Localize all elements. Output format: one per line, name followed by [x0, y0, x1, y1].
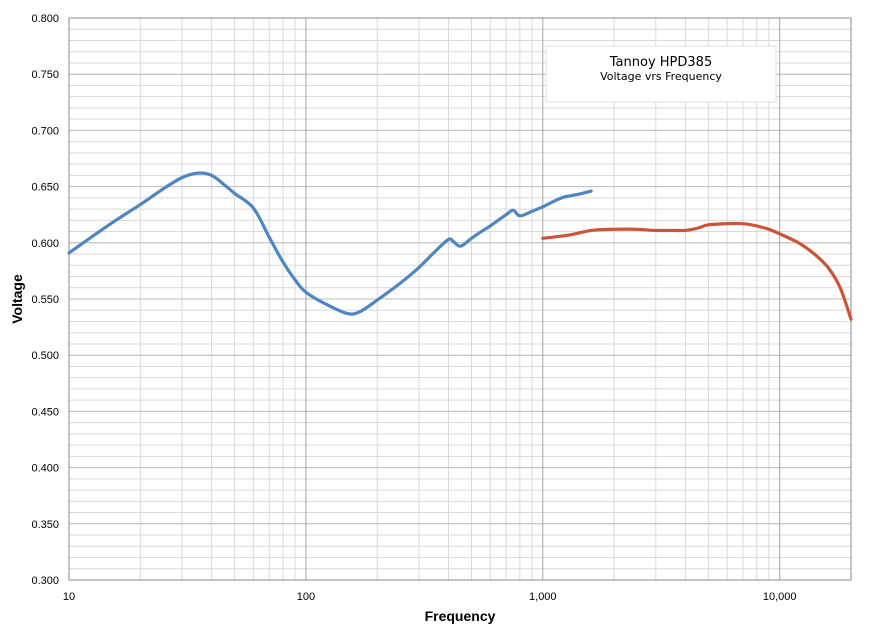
x-tick-label: 100 [297, 591, 315, 603]
y-tick-label: 0.500 [31, 350, 59, 362]
y-tick-label: 0.400 [31, 463, 59, 475]
x-tick-label: 10,000 [763, 591, 797, 603]
x-tick-label: 10 [63, 591, 75, 603]
plot-border [68, 17, 852, 581]
title-box-background [545, 45, 777, 103]
series-layer [67, 171, 853, 321]
chart-title: Tannoy HPD385 [609, 55, 712, 70]
x-axis-title: Frequency [425, 608, 496, 624]
y-tick-label: 0.800 [31, 13, 59, 25]
y-tick-label: 0.600 [31, 238, 59, 250]
y-axis-title: Voltage [9, 274, 25, 324]
x-tick-label: 1,000 [529, 591, 557, 603]
y-axis-ticks: 0.300 0.350 0.400 0.450 0.500 0.550 0.600 0.650… [31, 13, 59, 587]
y-tick-label: 0.650 [31, 182, 59, 194]
series-line-2 [541, 221, 853, 321]
x-axis-ticks: 10 100 1,000 10,000 [63, 591, 797, 603]
y-tick-label: 0.700 [31, 125, 59, 137]
y-tick-label: 0.550 [31, 294, 59, 306]
title-box: Tannoy HPD385 Voltage vrs Frequency [545, 45, 777, 103]
chart-subtitle: Voltage vrs Frequency [600, 70, 722, 83]
y-tick-label: 0.450 [31, 406, 59, 418]
series-line-1 [67, 171, 593, 316]
y-tick-label: 0.750 [31, 69, 59, 81]
y-tick-label: 0.350 [31, 519, 59, 531]
y-tick-label: 0.300 [31, 575, 59, 587]
